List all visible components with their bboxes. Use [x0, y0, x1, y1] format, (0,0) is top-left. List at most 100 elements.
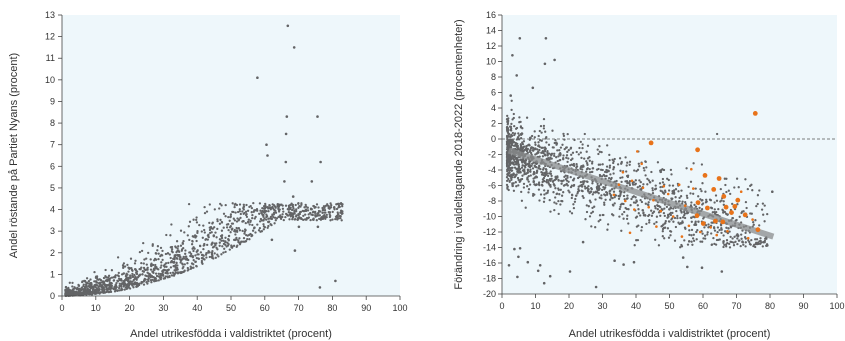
- scatter-point: [86, 287, 89, 290]
- scatter-point: [258, 220, 262, 223]
- scatter-point: [65, 292, 69, 296]
- scatter-point: [169, 271, 172, 275]
- scatter-point: [538, 148, 541, 152]
- scatter-point: [186, 266, 189, 270]
- scatter-point: [146, 266, 149, 269]
- scatter-point: [508, 169, 511, 172]
- scatter-point: [529, 174, 532, 177]
- scatter-point: [534, 143, 537, 146]
- scatter-point: [692, 239, 696, 242]
- scatter-point: [297, 225, 301, 229]
- scatter-point: [550, 177, 553, 180]
- scatter-point: [562, 191, 565, 194]
- scatter-point: [648, 213, 651, 217]
- scatter-point: [200, 230, 203, 233]
- scatter-point: [146, 271, 149, 274]
- scatter-point: [594, 198, 597, 201]
- scatter-point: [758, 224, 761, 227]
- scatter-point: [552, 191, 555, 194]
- scatter-point: [700, 199, 703, 202]
- scatter-point: [604, 198, 607, 201]
- scatter-point: [646, 177, 649, 181]
- highlighted-point: [700, 221, 706, 226]
- highlighted-point: [624, 199, 627, 203]
- scatter-point: [543, 146, 547, 149]
- scatter-point: [570, 153, 573, 156]
- scatter-point: [514, 181, 517, 184]
- scatter-point: [177, 245, 180, 248]
- scatter-point: [612, 214, 615, 217]
- scatter-point: [289, 211, 292, 214]
- scatter-point: [510, 144, 514, 147]
- scatter-point: [659, 214, 662, 217]
- scatter-point: [517, 132, 520, 135]
- scatter-point: [231, 227, 234, 230]
- scatter-point: [291, 218, 294, 221]
- scatter-point: [612, 165, 615, 169]
- scatter-point: [625, 164, 628, 167]
- scatter-point: [713, 227, 716, 230]
- scatter-point: [527, 180, 530, 183]
- scatter-point: [245, 203, 248, 207]
- scatter-point: [142, 283, 146, 286]
- scatter-point: [208, 203, 211, 206]
- scatter-point: [127, 270, 130, 273]
- scatter-point: [338, 205, 341, 209]
- scatter-point: [553, 201, 556, 204]
- scatter-point: [250, 211, 253, 214]
- scatter-point: [338, 214, 341, 218]
- scatter-point: [659, 189, 662, 192]
- scatter-point: [666, 214, 670, 217]
- scatter-point: [690, 228, 694, 232]
- scatter-point: [512, 116, 515, 120]
- scatter-point: [720, 228, 723, 231]
- scatter-point: [192, 218, 195, 221]
- scatter-point: [583, 132, 586, 136]
- scatter-point: [134, 259, 137, 262]
- scatter-point: [613, 259, 616, 263]
- scatter-point: [154, 277, 157, 281]
- scatter-point: [695, 238, 698, 241]
- scatter-point: [251, 223, 254, 227]
- scatter-point: [220, 239, 223, 242]
- scatter-point: [509, 138, 512, 141]
- scatter-point: [171, 271, 175, 274]
- scatter-point: [505, 151, 509, 155]
- scatter-point: [252, 201, 255, 205]
- scatter-point: [237, 227, 241, 230]
- scatter-point: [661, 168, 664, 171]
- scatter-point: [771, 190, 774, 193]
- scatter-point: [68, 281, 71, 284]
- scatter-point: [166, 252, 170, 255]
- scatter-point: [546, 149, 549, 153]
- scatter-point: [170, 223, 173, 226]
- scatter-point: [323, 208, 327, 212]
- scatter-point: [737, 234, 740, 237]
- scatter-point: [534, 141, 537, 144]
- scatter-point: [339, 216, 342, 220]
- scatter-point: [585, 150, 588, 153]
- scatter-point: [233, 205, 236, 209]
- highlighted-point: [687, 224, 691, 228]
- scatter-point: [526, 178, 529, 181]
- scatter-point: [711, 211, 714, 214]
- scatter-point: [543, 62, 547, 66]
- scatter-point: [219, 202, 222, 206]
- scatter-point: [571, 151, 575, 154]
- scatter-point: [692, 192, 695, 195]
- scatter-point: [506, 154, 509, 157]
- scatter-point: [213, 252, 216, 255]
- scatter-point: [625, 170, 628, 173]
- scatter-point: [744, 237, 747, 240]
- scatter-point: [526, 176, 529, 179]
- scatter-point: [724, 183, 727, 187]
- scatter-point: [636, 168, 640, 171]
- scatter-point: [75, 291, 79, 295]
- scatter-point: [252, 210, 255, 213]
- scatter-point: [329, 206, 332, 209]
- highlighted-point: [633, 208, 636, 211]
- scatter-point: [213, 208, 216, 211]
- scatter-point: [267, 217, 270, 220]
- scatter-point: [679, 221, 683, 225]
- scatter-point: [511, 184, 514, 188]
